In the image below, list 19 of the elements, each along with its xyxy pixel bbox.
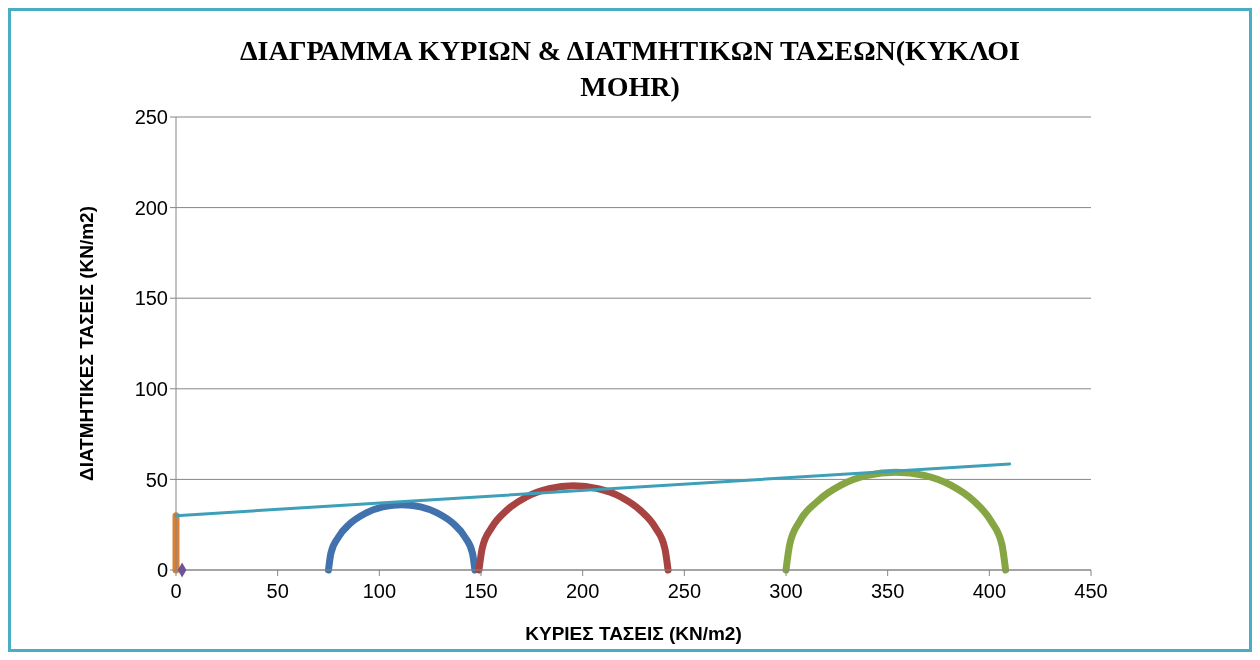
x-tick-label: 250	[667, 580, 702, 603]
x-tick-label: 50	[266, 580, 289, 603]
x-axis-title: ΚΥΡΙΕΣ ΤΑΣΕΙΣ (KN/m2)	[525, 623, 742, 644]
x-tick-label: 150	[464, 580, 498, 603]
x-tick-label: 0	[170, 580, 182, 603]
x-tick-label: 300	[769, 580, 803, 603]
x-tick-label: 400	[972, 580, 1007, 603]
x-tick-label: 450	[1074, 580, 1108, 603]
y-axis-title: ΔΙΑΤΜΗΤΙΚΕΣ ΤΑΣΕΙΣ (KN/m2)	[75, 206, 97, 481]
y-tick-label: 200	[134, 196, 168, 219]
y-tick-label: 250	[134, 106, 168, 129]
x-tick-label: 100	[362, 580, 397, 603]
chart-title: ΔΙΑΓΡΑΜΜΑ ΚΥΡΙΩΝ & ΔΙΑΤΜΗΤΙΚΩΝ ΤΑΣΕΩΝ(ΚΥΚΛΟΙ MOHR)	[239, 34, 1021, 104]
y-tick-label: 100	[134, 377, 168, 400]
y-tick-label: 0	[156, 559, 168, 582]
x-tick-label: 200	[565, 580, 600, 603]
y-tick-label: 50	[145, 468, 168, 491]
y-tick-label: 150	[134, 287, 168, 310]
x-tick-label: 350	[870, 580, 905, 603]
